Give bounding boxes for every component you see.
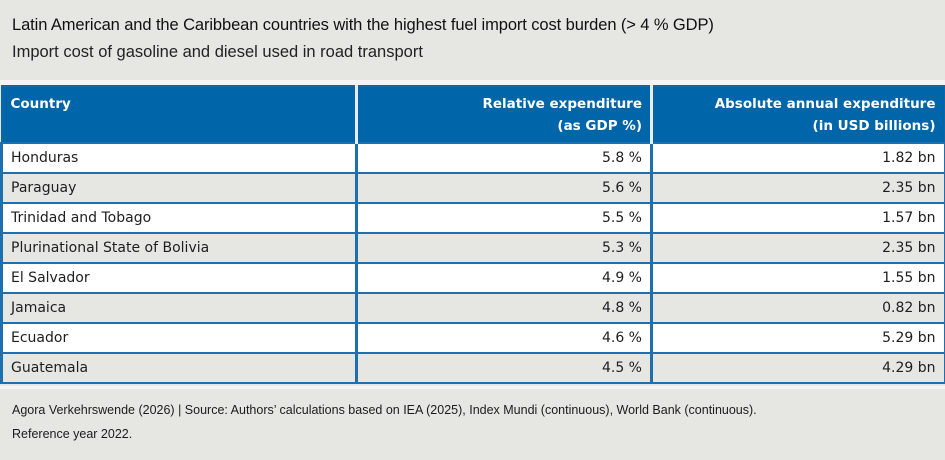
relative-expenditure-cell: 5.3 % [355,232,653,264]
country-cell: Guatemala [0,352,358,384]
reference-year-line: Reference year 2022. [12,427,133,441]
table-row: El Salvador 4.9 % 1.55 bn [0,262,945,294]
absolute-expenditure-cell: 0.82 bn [650,292,945,324]
column-header-absolute: Absolute annual expenditure (in USD bill… [650,86,945,143]
country-cell: Jamaica [0,292,358,324]
column-header-sublabel: (in USD billions) [812,118,936,134]
column-header-relative: Relative expenditure (as GDP %) [355,86,652,143]
column-header-country: Country [1,86,357,143]
table-body: Honduras 5.8 % 1.82 bn Paraguay 5.6 % 2.35 bn… [0,142,945,384]
absolute-expenditure-cell: 5.29 bn [650,322,945,354]
country-cell: Ecuador [0,322,358,354]
country-cell: Plurinational State of Bolivia [0,232,358,264]
fuel-import-table: Country Relative expenditure (as GDP %) … [0,85,945,384]
table-subtitle: Import cost of gasoline and diesel used … [12,43,423,61]
absolute-expenditure-cell: 2.35 bn [650,172,945,204]
source-line: Agora Verkehrswende (2026) | Source: Aut… [12,403,757,417]
column-header-sublabel: (as GDP %) [557,118,642,134]
absolute-expenditure-cell: 2.35 bn [650,232,945,264]
table-title: Latin American and the Caribbean countri… [12,16,714,34]
column-header-label: Country [10,96,71,112]
title-area: Latin American and the Caribbean countri… [0,0,945,80]
absolute-expenditure-cell: 1.82 bn [650,142,945,174]
country-cell: Trinidad and Tobago [0,202,358,234]
absolute-expenditure-cell: 1.57 bn [650,202,945,234]
table-row: Trinidad and Tobago 5.5 % 1.57 bn [0,202,945,234]
table-row: Guatemala 4.5 % 4.29 bn [0,352,945,384]
table-header-row: Country Relative expenditure (as GDP %) … [1,86,945,143]
table-row: Plurinational State of Bolivia 5.3 % 2.35 … [0,232,945,264]
column-header-label: Absolute annual expenditure [714,96,936,112]
relative-expenditure-cell: 4.9 % [355,262,653,294]
divider [0,80,945,85]
table-row: Paraguay 5.6 % 2.35 bn [0,172,945,204]
table-row: Ecuador 4.6 % 5.29 bn [0,322,945,354]
source-note: Agora Verkehrswende (2026) | Source: Aut… [12,398,932,446]
country-cell: Honduras [0,142,358,174]
table-row: Jamaica 4.8 % 0.82 bn [0,292,945,324]
country-cell: Paraguay [0,172,358,204]
absolute-expenditure-cell: 1.55 bn [650,262,945,294]
relative-expenditure-cell: 4.5 % [355,352,653,384]
country-cell: El Salvador [0,262,358,294]
table-row: Honduras 5.8 % 1.82 bn [0,142,945,174]
relative-expenditure-cell: 5.5 % [355,202,653,234]
relative-expenditure-cell: 4.8 % [355,292,653,324]
relative-expenditure-cell: 5.6 % [355,172,653,204]
divider [0,386,945,389]
column-header-label: Relative expenditure [482,96,643,112]
relative-expenditure-cell: 4.6 % [355,322,653,354]
relative-expenditure-cell: 5.8 % [355,142,653,174]
absolute-expenditure-cell: 4.29 bn [650,352,945,384]
